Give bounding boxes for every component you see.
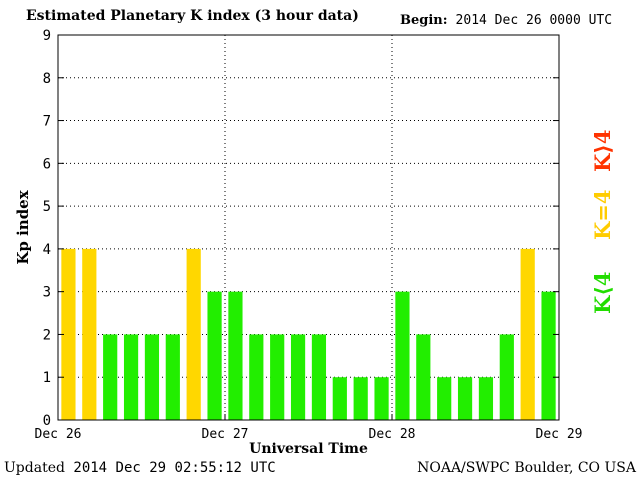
y-tick-label-8: 8 [43,71,51,87]
grid-lines [58,34,559,420]
updated-value: 2014 Dec 29 02:55:12 UTC [73,460,276,476]
bar-9 [249,334,264,420]
x-tick-label-1: Dec 27 [202,427,249,442]
bar-15 [374,377,389,420]
bar-7 [207,291,222,420]
updated-time: Updated 2014 Dec 29 02:55:12 UTC [4,460,276,476]
y-tick-label-3: 3 [43,285,51,301]
y-tick-label-4: 4 [43,242,51,258]
begin-value: 2014 Dec 26 0000 UTC [455,13,613,28]
bars [61,248,556,420]
y-tick-label-9: 9 [43,28,51,44]
y-tick-label-0: 0 [43,413,51,429]
bar-23 [541,291,556,420]
y-tick-label-6: 6 [43,156,51,172]
y-tick-label-2: 2 [43,327,51,343]
x-tick-label-0: Dec 26 [35,427,82,442]
y-tick-label-1: 1 [43,370,51,386]
bar-0 [61,248,76,420]
x-tick-label-3: Dec 29 [536,427,583,442]
bar-2 [103,334,118,420]
chart-title: Estimated Planetary K index (3 hour data… [26,8,359,24]
updated-label: Updated [4,460,65,476]
bar-13 [332,377,347,420]
bar-14 [353,377,368,420]
bar-20 [478,377,494,420]
bar-1 [82,248,97,420]
legend-above-4: K⟩4 [590,129,615,172]
bar-17 [416,334,431,420]
begin-label: Begin: [400,13,448,28]
bar-8 [228,291,243,420]
legend-below-4: K⟨4 [590,271,615,314]
y-tick-label-7: 7 [43,114,51,130]
bar-11 [290,334,306,420]
source-credit: NOAA/SWPC Boulder, CO USA [417,460,636,476]
x-axis-label: Universal Time [249,441,368,457]
axes: 0 1 2 3 4 5 6 7 8 9 Dec 26 Dec 27 Dec 28 Dec 29 Univer… [14,28,582,457]
bar-18 [437,377,452,420]
bar-12 [311,334,327,420]
bar-22 [520,248,535,420]
bar-5 [165,334,180,420]
bar-6 [186,248,201,420]
bar-4 [144,334,160,420]
y-tick-label-5: 5 [43,199,51,215]
bar-16 [395,291,410,420]
x-tick-label-2: Dec 28 [369,427,416,442]
y-axis-label: Kp index [14,189,32,264]
bar-10 [270,334,285,420]
plot-frame [57,34,560,421]
bar-21 [499,334,514,420]
legend-equal-4: K=4 [590,189,615,240]
bar-3 [123,334,139,420]
begin-time: Begin: 2014 Dec 26 0000 UTC [400,13,612,28]
bar-19 [457,377,473,420]
